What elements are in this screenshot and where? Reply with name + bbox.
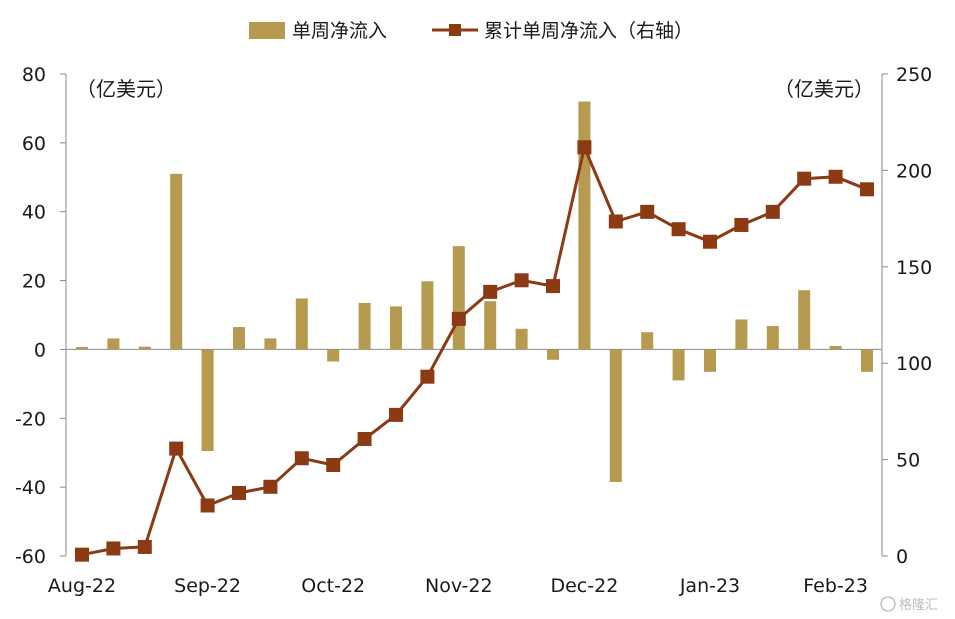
left-axis-unit: （亿美元） (76, 77, 176, 101)
line-marker (514, 273, 529, 288)
bar (76, 347, 88, 350)
bar (233, 327, 245, 350)
left-tick-label: 80 (22, 64, 46, 86)
bar (421, 281, 434, 350)
line-marker (389, 407, 403, 422)
right-tick-label: 0 (896, 546, 908, 568)
line-marker (608, 214, 623, 229)
line-marker (263, 479, 278, 494)
legend-bar-swatch (249, 22, 285, 39)
bar (264, 338, 277, 350)
bar (515, 328, 528, 350)
bar (327, 349, 340, 362)
line-marker (640, 204, 655, 219)
line-marker (828, 169, 843, 184)
bar (641, 332, 654, 350)
bar (704, 349, 716, 372)
bar (484, 301, 497, 350)
line-marker (577, 140, 592, 155)
x-tick-label: Jan-23 (679, 575, 740, 597)
line-marker (765, 204, 780, 219)
line-series (75, 140, 874, 562)
bar (358, 302, 371, 350)
left-tick-label: 60 (22, 133, 46, 155)
bar (798, 290, 811, 350)
line-marker (420, 369, 435, 384)
line-marker (169, 441, 184, 456)
line-marker (200, 498, 215, 513)
bar (829, 345, 842, 350)
line-marker (860, 182, 874, 197)
line-marker (294, 451, 309, 466)
line-marker (75, 547, 89, 562)
left-tick-label: -20 (15, 408, 46, 430)
bar (201, 349, 214, 451)
legend-line-marker (449, 24, 461, 36)
bar (735, 319, 748, 350)
right-tick-label: 250 (896, 64, 932, 86)
bar (170, 173, 183, 350)
left-tick-label: -60 (15, 546, 46, 568)
left-tick-label: 0 (34, 339, 46, 361)
right-tick-label: 100 (896, 353, 932, 375)
line-marker (232, 485, 246, 500)
bar (861, 349, 873, 372)
bar (390, 306, 402, 350)
right-tick-label: 200 (896, 160, 932, 182)
watermark-text: 格隆汇 (899, 597, 938, 613)
bar (107, 338, 120, 350)
line-path (81, 145, 868, 557)
x-tick-label: Feb-23 (803, 575, 868, 597)
x-tick-label: Aug-22 (48, 575, 116, 597)
bar (295, 298, 308, 350)
line-marker (797, 171, 812, 186)
bar (138, 346, 151, 350)
left-tick-label: -40 (15, 477, 46, 499)
right-tick-label: 150 (896, 257, 932, 279)
right-tick-label: 50 (896, 450, 920, 472)
line-marker (137, 539, 152, 554)
x-tick-label: Oct-22 (301, 575, 365, 597)
bar-series (76, 101, 873, 482)
line-marker (451, 311, 466, 326)
line-marker (483, 284, 498, 299)
x-tick-label: Dec-22 (550, 575, 618, 597)
line-marker (546, 279, 560, 294)
line-marker (106, 541, 121, 556)
bar (766, 326, 779, 350)
legend-bar-label: 单周净流入 (292, 20, 387, 42)
line-marker (734, 217, 749, 232)
line-marker (326, 457, 341, 472)
x-tick-label: Nov-22 (425, 575, 493, 597)
watermark-logo-icon (880, 596, 896, 612)
bar (672, 349, 685, 381)
legend-line-label: 累计单周净流入（右轴） (484, 20, 693, 42)
line-marker (703, 234, 717, 249)
line-marker (357, 431, 372, 446)
axes (60, 73, 888, 557)
left-tick-label: 40 (22, 202, 46, 224)
bar (609, 349, 622, 482)
bar (547, 349, 559, 360)
left-tick-label: 20 (22, 271, 46, 293)
bar (578, 101, 591, 350)
x-tick-label: Sep-22 (174, 575, 241, 597)
right-axis-unit: （亿美元） (774, 77, 874, 101)
watermark: 格隆汇 (880, 596, 938, 613)
bar (452, 246, 465, 350)
legend: 单周净流入 累计单周净流入（右轴） (249, 20, 693, 42)
line-marker (671, 222, 686, 237)
